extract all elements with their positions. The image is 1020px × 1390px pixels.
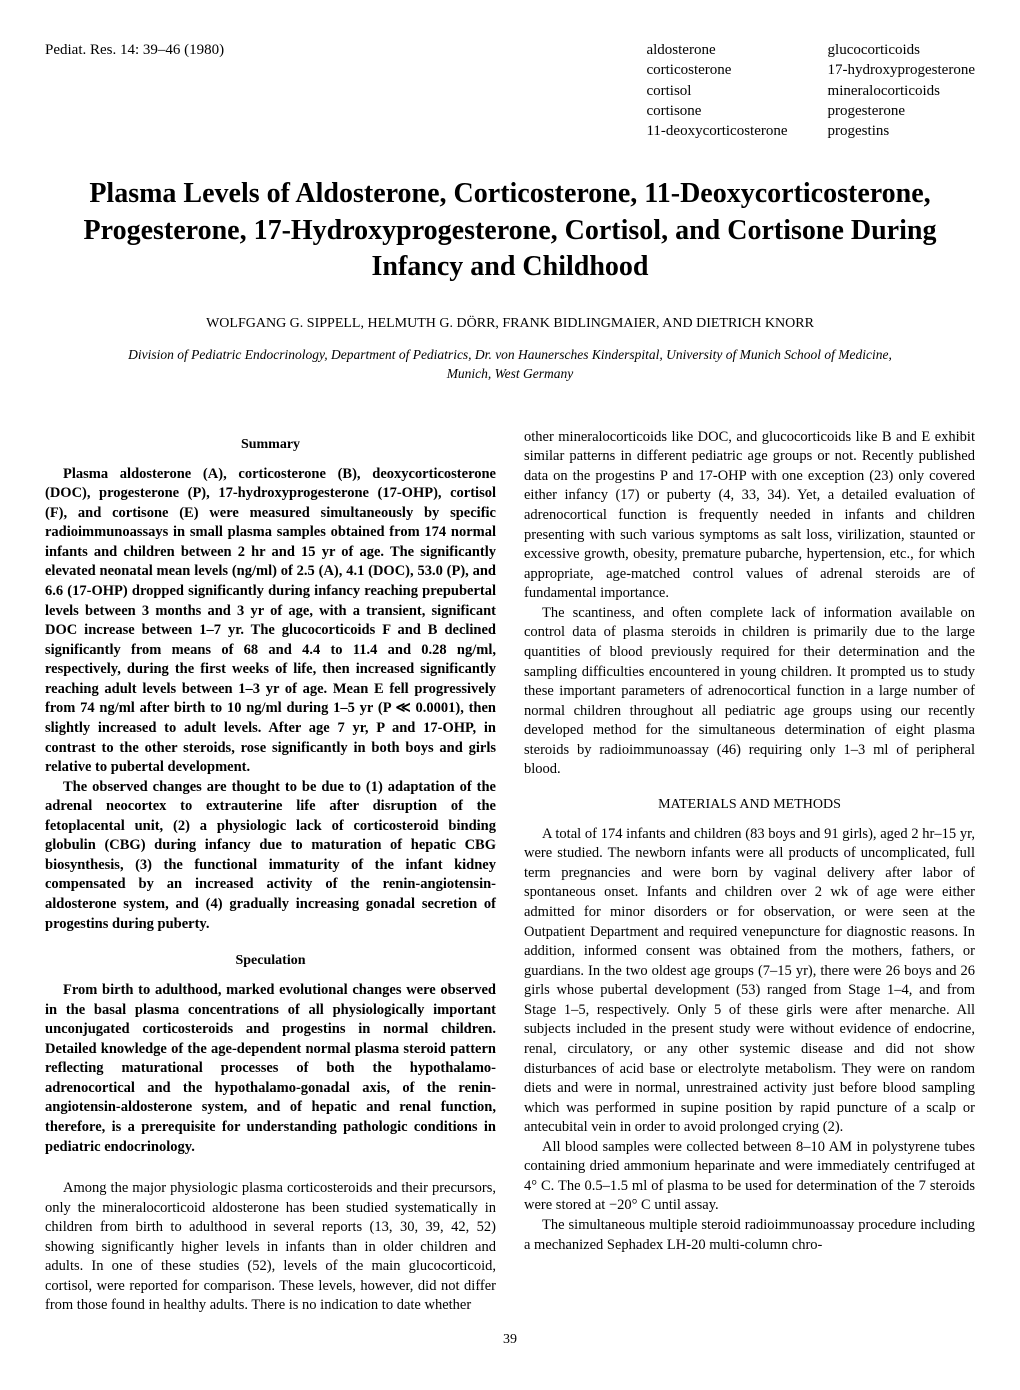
- keyword: cortisone: [646, 101, 787, 121]
- speculation-paragraph: From birth to adulthood, marked evolutio…: [45, 981, 496, 1157]
- intro-paragraph-cont: other mineralocorticoids like DOC, and g…: [524, 428, 975, 604]
- keyword: progestins: [828, 121, 975, 141]
- intro-paragraph: The scantiness, and often complete lack …: [524, 604, 975, 780]
- methods-paragraph: All blood samples were collected between…: [524, 1138, 975, 1216]
- keyword: mineralocorticoids: [828, 81, 975, 101]
- keyword: 17-hydroxyprogesterone: [828, 60, 975, 80]
- citation: Pediat. Res. 14: 39–46 (1980): [45, 40, 224, 141]
- keywords-col-2: glucocorticoids 17-hydroxyprogesterone m…: [828, 40, 975, 141]
- authors: WOLFGANG G. SIPPELL, HELMUTH G. DÖRR, FR…: [45, 315, 975, 334]
- left-column: Summary Plasma aldosterone (A), corticos…: [45, 428, 496, 1316]
- keyword: aldosterone: [646, 40, 787, 60]
- page-number: 39: [45, 1331, 975, 1350]
- keyword: progesterone: [828, 101, 975, 121]
- article-title: Plasma Levels of Aldosterone, Corticoste…: [45, 176, 975, 285]
- methods-heading: MATERIALS AND METHODS: [524, 796, 975, 815]
- methods-paragraph: A total of 174 infants and children (83 …: [524, 825, 975, 1138]
- intro-paragraph: Among the major physiologic plasma corti…: [45, 1179, 496, 1316]
- keywords-col-1: aldosterone corticosterone cortisol cort…: [646, 40, 787, 141]
- speculation-heading: Speculation: [45, 952, 496, 971]
- content-columns: Summary Plasma aldosterone (A), corticos…: [45, 428, 975, 1316]
- affiliation: Division of Pediatric Endocrinology, Dep…: [45, 346, 975, 382]
- summary-heading: Summary: [45, 436, 496, 455]
- summary-paragraph: Plasma aldosterone (A), corticosterone (…: [45, 465, 496, 778]
- keyword: 11-deoxycorticosterone: [646, 121, 787, 141]
- keywords-block: aldosterone corticosterone cortisol cort…: [646, 40, 975, 141]
- summary-paragraph: The observed changes are thought to be d…: [45, 778, 496, 935]
- keyword: corticosterone: [646, 60, 787, 80]
- right-column: other mineralocorticoids like DOC, and g…: [524, 428, 975, 1316]
- keyword: cortisol: [646, 81, 787, 101]
- header-row: Pediat. Res. 14: 39–46 (1980) aldosteron…: [45, 40, 975, 141]
- methods-paragraph: The simultaneous multiple steroid radioi…: [524, 1216, 975, 1255]
- keyword: glucocorticoids: [828, 40, 975, 60]
